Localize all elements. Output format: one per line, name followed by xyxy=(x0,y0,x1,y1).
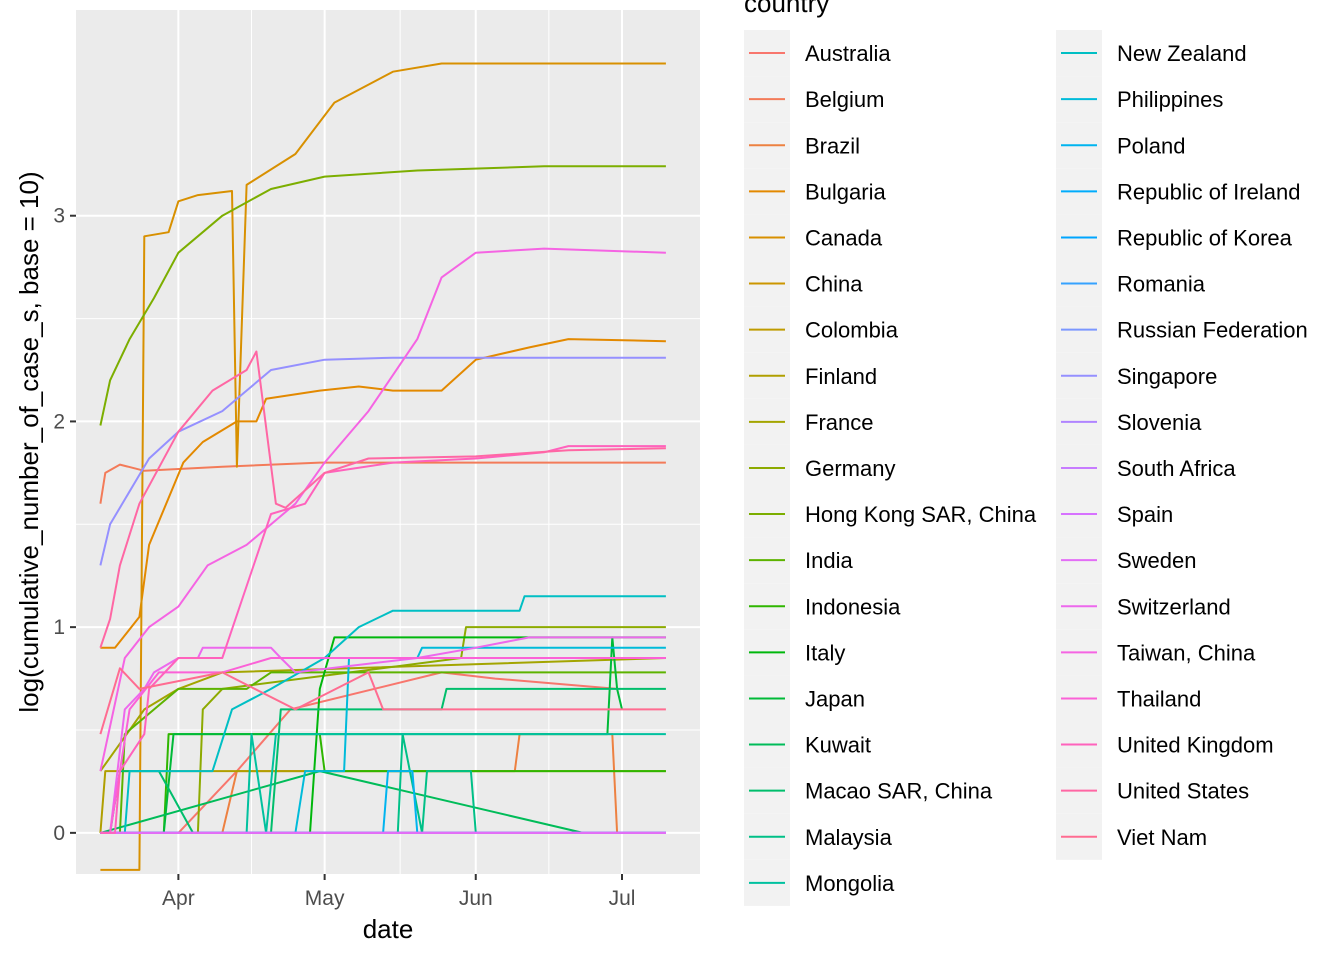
legend-label: China xyxy=(805,272,863,297)
legend-label: Kuwait xyxy=(805,733,871,758)
series-line xyxy=(100,62,666,871)
legend-label: Italy xyxy=(805,640,845,665)
legend-label: Republic of Ireland xyxy=(1117,179,1300,204)
legend-label: Canada xyxy=(805,225,883,250)
legend-label: Spain xyxy=(1117,502,1173,527)
x-tick-label: May xyxy=(305,887,345,910)
series-line xyxy=(99,461,666,504)
legend-label: Viet Nam xyxy=(1117,825,1207,850)
series-line xyxy=(99,247,666,772)
legend-label: New Zealand xyxy=(1117,41,1247,66)
legend-label: Bulgaria xyxy=(805,179,886,204)
y-tick-label: 2 xyxy=(53,410,65,433)
series-line xyxy=(99,165,666,426)
legend-label: France xyxy=(805,410,873,435)
y-axis-title: log(cumulative_number_of_case_s, base = … xyxy=(14,171,44,712)
legend: Australia Belgium Brazil Bulgaria Canada Chin… xyxy=(744,30,1308,906)
series-line xyxy=(99,356,666,566)
y-tick-label: 0 xyxy=(53,822,65,845)
legend-label: Hong Kong SAR, China xyxy=(805,502,1037,527)
y-axis: 0 1 2 3 xyxy=(53,205,76,845)
grid xyxy=(76,10,700,874)
legend-label: Japan xyxy=(805,686,865,711)
legend-label: United States xyxy=(1117,779,1249,804)
x-tick-label: Apr xyxy=(162,887,195,910)
x-tick-label: Jul xyxy=(609,887,636,910)
series-line xyxy=(99,667,666,735)
y-tick-label: 3 xyxy=(53,205,65,228)
legend-label: Republic of Korea xyxy=(1117,225,1293,250)
legend-label: Belgium xyxy=(805,87,884,112)
series-line xyxy=(100,733,666,834)
legend-label: Singapore xyxy=(1117,364,1217,389)
legend-label: Romania xyxy=(1117,272,1206,297)
legend-label: United Kingdom xyxy=(1117,733,1274,758)
series-line xyxy=(100,733,666,834)
x-axis-title: date xyxy=(363,914,414,944)
legend-label: Colombia xyxy=(805,318,899,343)
legend-label: Poland xyxy=(1117,133,1186,158)
legend-label: Sweden xyxy=(1117,548,1197,573)
legend-title: country xyxy=(744,0,829,18)
legend-label: Mongolia xyxy=(805,871,895,896)
legend-label: Macao SAR, China xyxy=(805,779,993,804)
legend-label: Taiwan, China xyxy=(1117,640,1256,665)
legend-label: South Africa xyxy=(1117,456,1236,481)
legend-label: Indonesia xyxy=(805,594,901,619)
legend-label: Finland xyxy=(805,364,877,389)
legend-label: Germany xyxy=(805,456,895,481)
x-tick-label: Jun xyxy=(459,887,493,910)
series-line xyxy=(99,350,666,649)
series-line xyxy=(100,646,666,834)
series-line xyxy=(100,445,666,834)
y-tick-label: 1 xyxy=(53,616,65,639)
series-line xyxy=(100,595,666,834)
x-axis: Apr May Jun Jul xyxy=(162,874,635,910)
legend-label: Thailand xyxy=(1117,686,1201,711)
legend-label: Russian Federation xyxy=(1117,318,1308,343)
legend-label: Slovenia xyxy=(1117,410,1202,435)
legend-label: Malaysia xyxy=(805,825,893,850)
panel-background xyxy=(76,10,700,874)
plot-lines xyxy=(99,62,666,871)
series-line xyxy=(100,636,666,834)
legend-label: Brazil xyxy=(805,133,860,158)
legend-label: Australia xyxy=(805,41,891,66)
legend-label: Philippines xyxy=(1117,87,1223,112)
legend-label: Switzerland xyxy=(1117,594,1231,619)
legend-label: India xyxy=(805,548,853,573)
